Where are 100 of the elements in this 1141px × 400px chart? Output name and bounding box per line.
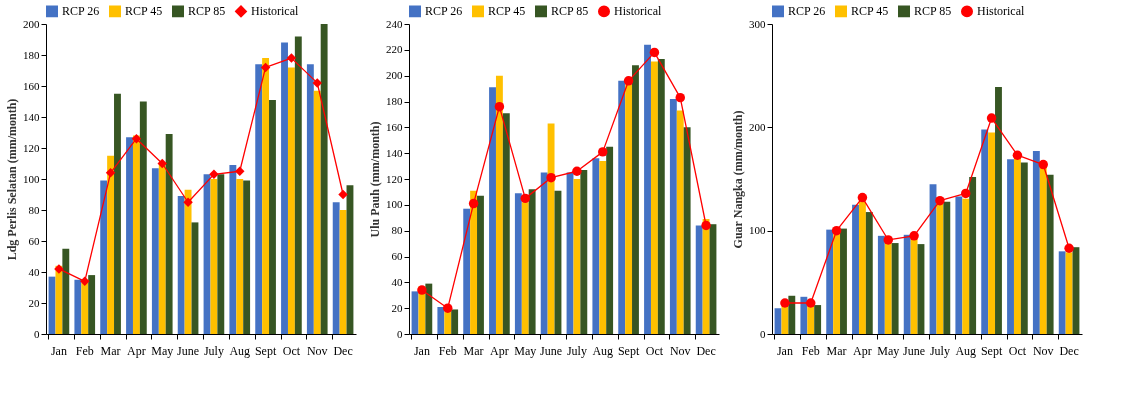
point xyxy=(649,47,660,58)
bar xyxy=(1020,162,1028,334)
x-tick-label: Sept xyxy=(617,343,640,358)
bar xyxy=(540,172,548,334)
bar xyxy=(1007,159,1014,334)
bar xyxy=(910,236,918,334)
bar xyxy=(669,98,677,334)
bar xyxy=(477,195,484,334)
bar xyxy=(1065,252,1073,334)
bar xyxy=(262,58,270,334)
x-tick-label: Dec xyxy=(696,343,716,358)
bar xyxy=(702,219,710,334)
y-tick-label: 0 xyxy=(397,327,403,340)
bar xyxy=(592,158,600,334)
legend-label: Historical xyxy=(251,4,299,19)
bar xyxy=(255,64,263,334)
point xyxy=(780,298,790,308)
bar xyxy=(287,67,295,334)
bar xyxy=(962,198,970,334)
x-tick-label: July xyxy=(929,343,950,358)
point xyxy=(1038,159,1048,170)
y-axis-title: Guar Nangka (mm/month) xyxy=(731,110,745,249)
legend-label: RCP 85 xyxy=(914,4,952,19)
x-tick-label: Jan xyxy=(776,343,793,358)
point xyxy=(546,172,556,183)
x-tick-label: Oct xyxy=(282,343,301,358)
bar xyxy=(158,163,166,334)
bar xyxy=(229,165,237,334)
point xyxy=(183,197,193,207)
bar xyxy=(74,279,82,334)
legend-label: RCP 45 xyxy=(488,4,526,19)
x-tick-label: Oct xyxy=(645,343,664,358)
bar xyxy=(281,42,288,334)
bar xyxy=(995,87,1002,334)
point xyxy=(831,225,842,236)
bar xyxy=(184,189,192,334)
y-tick-label: 20 xyxy=(28,296,40,309)
point xyxy=(701,220,711,231)
x-tick-label: July xyxy=(203,343,224,358)
x-tick-label: Nov xyxy=(669,343,691,358)
x-tick-label: Sept xyxy=(980,343,1003,358)
bar xyxy=(320,24,328,334)
y-tick-label: 100 xyxy=(23,172,40,185)
bar xyxy=(814,305,822,334)
legend-label: RCP 85 xyxy=(188,4,226,19)
y-tick-label: 200 xyxy=(386,69,403,82)
x-tick-label: July xyxy=(566,343,587,358)
bar xyxy=(126,137,133,334)
bar xyxy=(599,160,607,334)
point xyxy=(338,189,348,200)
bar xyxy=(840,228,847,334)
x-tick-label: June xyxy=(177,343,200,358)
bar xyxy=(606,146,614,334)
bar xyxy=(514,193,522,334)
point xyxy=(157,158,167,169)
y-tick-label: 100 xyxy=(749,224,766,237)
x-tick-label: Nov xyxy=(306,343,328,358)
x-tick-label: June xyxy=(540,343,563,358)
x-tick-label: Feb xyxy=(75,343,94,358)
point xyxy=(209,169,219,180)
bar xyxy=(865,212,873,334)
y-tick-label: 180 xyxy=(23,48,40,61)
y-tick-label: 200 xyxy=(749,120,766,133)
bar xyxy=(451,309,459,334)
point xyxy=(883,235,893,245)
bar xyxy=(676,110,684,334)
point xyxy=(857,192,868,203)
legend-label: RCP 26 xyxy=(425,4,463,19)
bar xyxy=(891,243,899,334)
y-tick-label: 20 xyxy=(391,301,403,314)
bar xyxy=(332,202,340,334)
x-tick-label: June xyxy=(903,343,926,358)
x-tick-label: Aug xyxy=(592,343,614,358)
legend-label: RCP 85 xyxy=(551,4,589,19)
bar xyxy=(81,282,89,334)
point xyxy=(935,195,945,206)
x-tick-label: Dec xyxy=(1059,343,1079,358)
y-tick-label: 120 xyxy=(23,141,40,154)
x-tick-label: Sept xyxy=(254,343,277,358)
bar xyxy=(833,231,841,334)
point xyxy=(443,303,453,313)
x-tick-label: Apr xyxy=(490,343,509,358)
bar xyxy=(858,201,866,334)
bar xyxy=(936,203,944,334)
legend-label: RCP 45 xyxy=(125,4,163,19)
x-tick-label: May xyxy=(514,343,537,358)
y-tick-label: 60 xyxy=(391,250,403,262)
bar xyxy=(217,174,225,334)
y-tick-label: 220 xyxy=(386,43,403,56)
point xyxy=(131,133,142,144)
x-tick-label: Nov xyxy=(1032,343,1054,358)
point xyxy=(909,231,919,241)
bar xyxy=(313,90,321,334)
y-tick-label: 240 xyxy=(386,17,403,30)
legend-label: RCP 26 xyxy=(788,4,826,19)
bar xyxy=(826,229,834,334)
bar xyxy=(800,296,808,334)
point xyxy=(286,53,297,63)
y-axis-title: Ldg Perlis Selatan (mm/month) xyxy=(5,98,19,261)
point xyxy=(260,62,271,73)
